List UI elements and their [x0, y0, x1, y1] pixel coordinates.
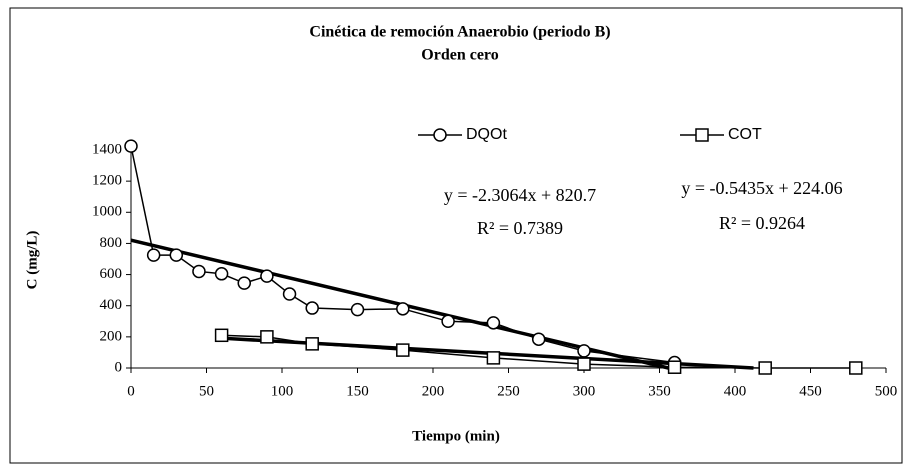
marker — [169, 248, 184, 262]
y-tick-label: 200 — [100, 328, 123, 344]
y-tick-label: 800 — [100, 235, 123, 251]
r-squared: R² = 0.9264 — [719, 213, 805, 233]
marker — [486, 351, 501, 365]
marker — [396, 302, 410, 316]
marker — [849, 361, 863, 375]
marker — [214, 267, 229, 281]
marker — [192, 264, 206, 279]
chart-frame — [9, 7, 903, 464]
x-tick-label: 250 — [497, 383, 520, 399]
marker — [577, 357, 591, 371]
marker — [350, 302, 365, 317]
y-axis-label: C (mg/L) — [24, 231, 40, 290]
marker — [441, 314, 455, 329]
marker — [260, 269, 274, 283]
marker — [667, 360, 682, 374]
marker — [758, 361, 772, 375]
y-tick-label: 1200 — [92, 173, 122, 189]
marker — [237, 276, 251, 290]
legend-marker — [695, 128, 709, 142]
equation: y = -0.5435x + 224.06 — [681, 178, 842, 198]
x-tick-label: 200 — [422, 383, 445, 399]
marker — [124, 139, 138, 153]
marker — [305, 301, 319, 315]
x-tick-label: 150 — [346, 383, 369, 399]
marker — [577, 344, 591, 358]
legend-marker — [433, 128, 447, 142]
marker — [282, 287, 297, 301]
equation: y = -2.3064x + 820.7 — [444, 185, 596, 205]
x-tick-label: 0 — [127, 383, 135, 399]
y-tick-label: 1000 — [92, 204, 122, 220]
x-tick-label: 350 — [648, 383, 671, 399]
marker — [396, 343, 410, 357]
y-tick-label: 400 — [100, 297, 123, 313]
x-tick-label: 500 — [875, 383, 898, 399]
chart-title: Cinética de remoción Anaerobio (periodo … — [309, 24, 610, 41]
x-tick-label: 300 — [573, 383, 596, 399]
x-tick-label: 400 — [724, 383, 747, 399]
legend-label: DQOt — [466, 126, 507, 143]
marker — [260, 330, 274, 344]
marker — [214, 328, 229, 343]
x-tick-label: 50 — [199, 383, 214, 399]
y-tick-label: 0 — [115, 359, 123, 375]
x-tick-label: 100 — [271, 383, 294, 399]
x-tick-label: 450 — [799, 383, 822, 399]
marker — [486, 316, 501, 330]
legend-label: COT — [728, 126, 762, 143]
r-squared: R² = 0.7389 — [477, 218, 563, 238]
y-tick-label: 1400 — [92, 141, 122, 157]
x-axis-label: Tiempo (min) — [412, 428, 500, 444]
marker — [146, 248, 161, 262]
marker — [305, 337, 319, 351]
marker — [531, 332, 546, 346]
chart-subtitle: Orden cero — [421, 47, 498, 64]
y-tick-label: 600 — [100, 266, 123, 282]
